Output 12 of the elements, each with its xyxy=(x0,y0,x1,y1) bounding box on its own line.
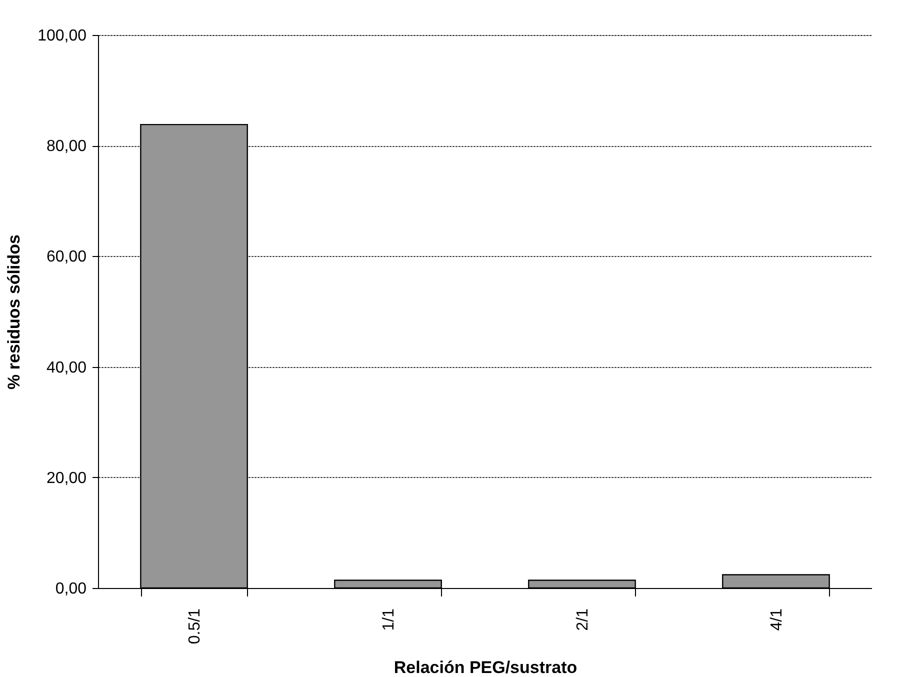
y-tick-label: 20,00 xyxy=(46,470,87,487)
x-axis-title: Relación PEG/sustrato xyxy=(394,658,578,677)
x-tick-label: 1/1 xyxy=(380,608,398,631)
x-tick-label: 2/1 xyxy=(574,608,592,631)
y-tick-label: 80,00 xyxy=(46,138,87,156)
y-axis-title: % residuos sólidos xyxy=(4,234,24,390)
y-tick-label: 0,00 xyxy=(55,580,87,598)
y-tick-label: 40,00 xyxy=(46,359,87,376)
x-tick-label: 4/1 xyxy=(768,608,786,631)
y-tick-label: 100,00 xyxy=(38,28,87,44)
x-tick-label: 0.5/1 xyxy=(186,608,204,644)
y-tick-label: 60,00 xyxy=(46,248,87,266)
